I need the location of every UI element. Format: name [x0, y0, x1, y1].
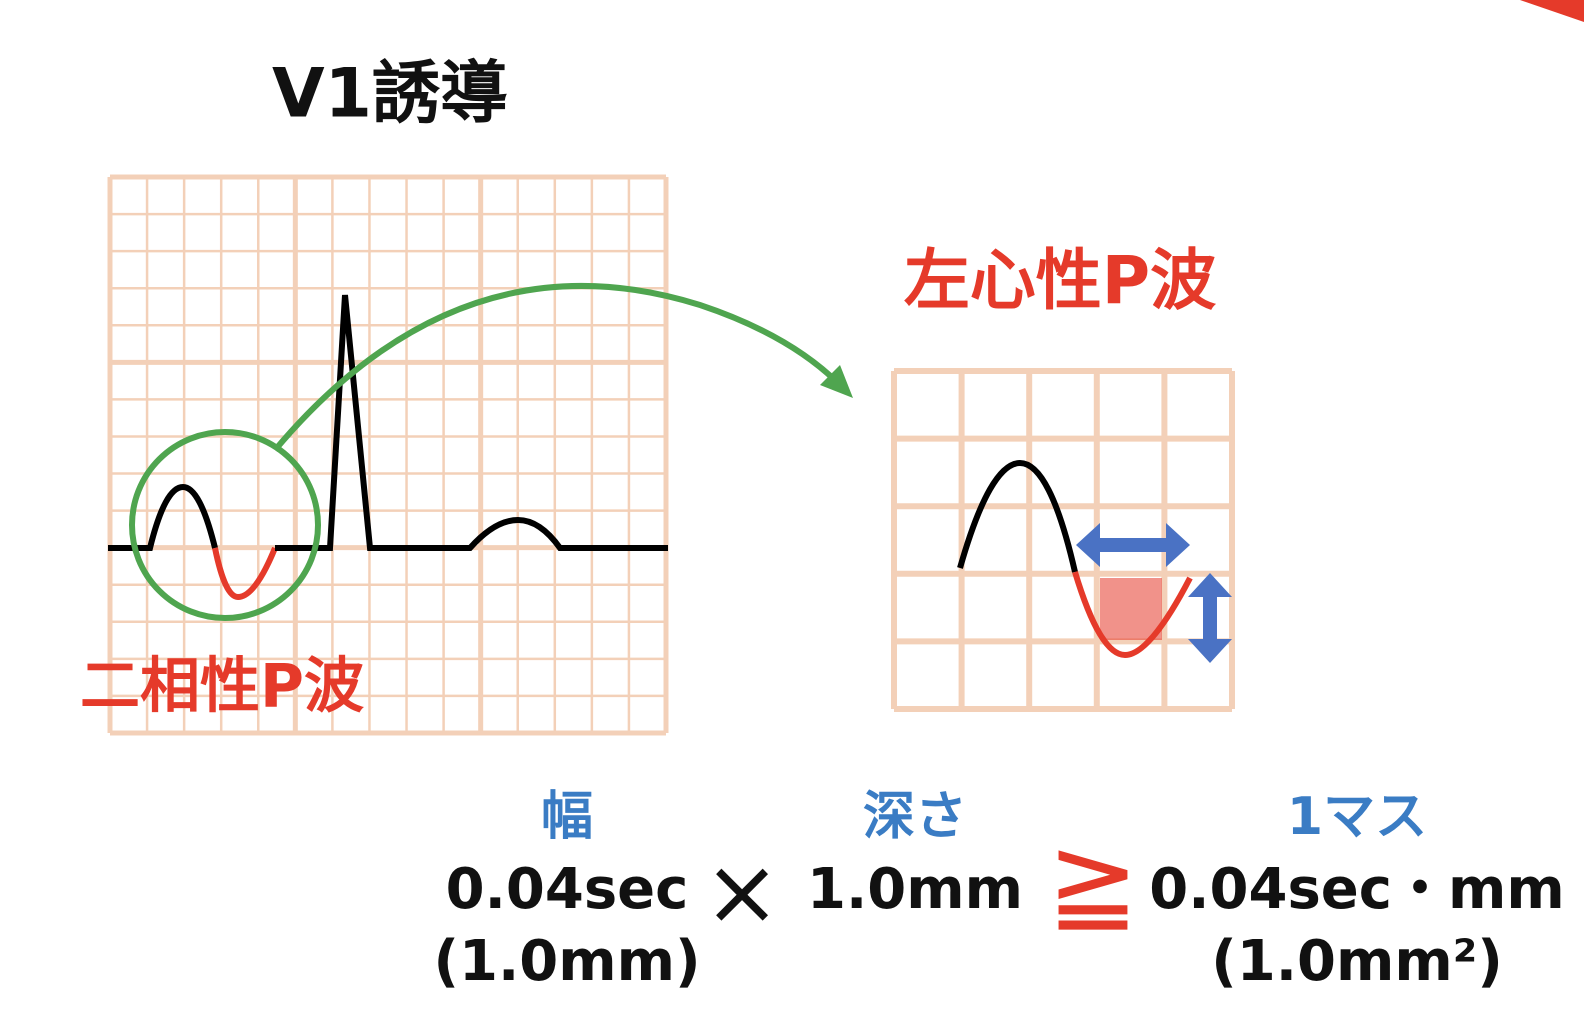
left-label: 二相性P波 — [80, 652, 364, 722]
times: × — [703, 838, 780, 945]
p-wave-positive — [108, 483, 218, 551]
ecg-grid-right — [891, 368, 1235, 712]
highlight-circle — [129, 429, 321, 621]
arrow-head — [820, 365, 853, 398]
arrow — [272, 282, 843, 452]
unit-note: (1.0mm²) — [1211, 929, 1503, 994]
depth-value: 1.0mm — [807, 857, 1023, 922]
title: V1誘導 — [272, 55, 508, 134]
qrs-t-wave — [275, 294, 668, 551]
depth-heading: 深さ — [863, 787, 967, 847]
depth-arrow — [1188, 573, 1232, 663]
right-label: 左心性P波 — [904, 242, 1216, 319]
unit-heading: 1マス — [1287, 787, 1427, 847]
p-wave-negative — [212, 546, 278, 601]
geq: ≧ — [1047, 818, 1139, 946]
width-value: 0.04sec — [446, 857, 689, 922]
ecg-grid-left — [107, 174, 669, 736]
unit-value: 0.04sec・mm — [1149, 857, 1564, 922]
p-wave-positive — [957, 459, 1078, 573]
area-square — [1100, 578, 1162, 640]
p-wave-negative — [1072, 571, 1193, 659]
width-note: (1.0mm) — [433, 929, 700, 994]
corner-mark — [1520, 0, 1584, 22]
width-arrow — [1076, 523, 1190, 567]
width-heading: 幅 — [541, 787, 593, 847]
